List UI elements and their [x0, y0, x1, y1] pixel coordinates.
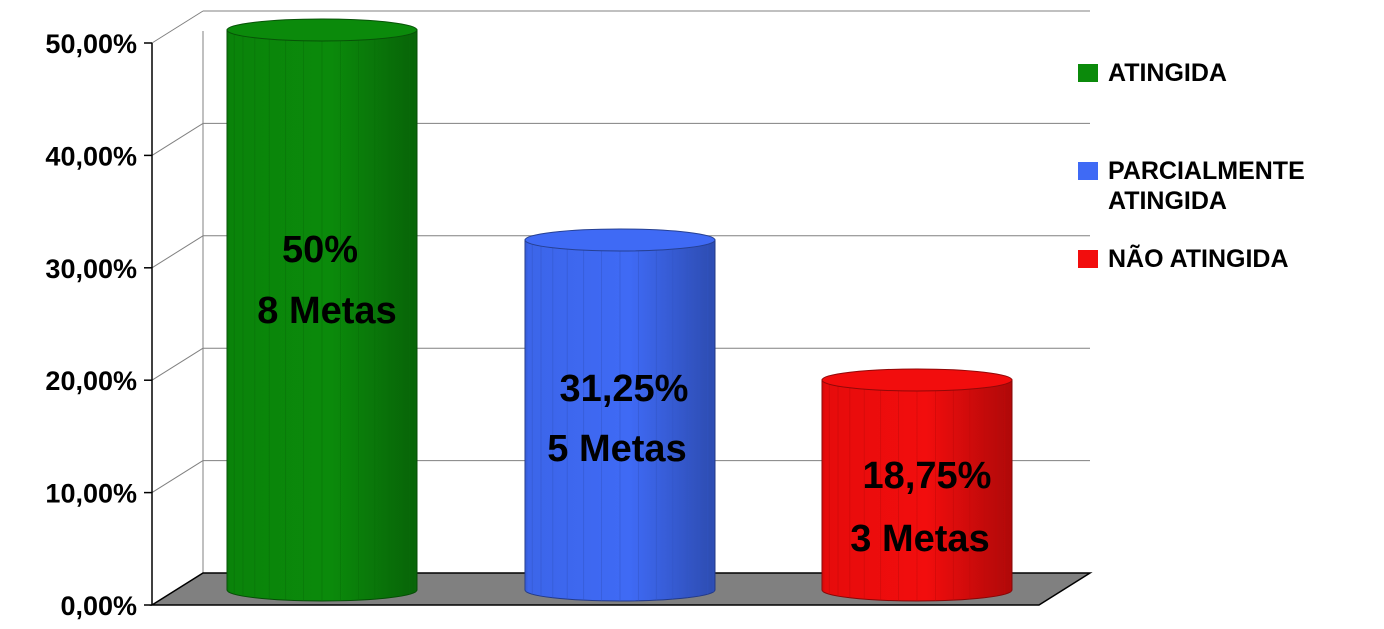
legend-label-parcialmente-line2: ATINGIDA [1108, 187, 1227, 215]
y-tick-label-40: 40,00% [45, 141, 137, 171]
data-label-count-nao-atingida: 3 Metas [850, 518, 989, 560]
legend-swatch-atingida [1078, 64, 1098, 82]
legend-swatch-nao-atingida [1078, 250, 1098, 268]
legend-entry-parcialmente-atingida: PARCIALMENTE ATINGIDA [1078, 156, 1378, 216]
data-label-percent-nao-atingida: 18,75% [863, 455, 992, 497]
legend-label-atingida: ATINGIDA [1108, 59, 1227, 87]
bar-parcialmente-atingida [524, 228, 716, 602]
legend: ATINGIDA PARCIALMENTE ATINGIDA NÃO ATING… [1078, 58, 1378, 274]
bar-atingida [226, 18, 418, 602]
data-label-percent-atingida: 50% [282, 229, 358, 271]
y-tick-label-30: 30,00% [45, 254, 137, 284]
bar-top-atingida [226, 18, 418, 42]
y-tick-label-0: 0,00% [60, 591, 137, 621]
bars-layer [226, 18, 1013, 602]
legend-entry-nao-atingida: NÃO ATINGIDA [1078, 244, 1378, 274]
bar-nao-atingida [821, 368, 1013, 602]
bar-top-parcialmente-atingida [524, 228, 716, 252]
data-label-percent-parcialmente-atingida: 31,25% [560, 368, 689, 410]
data-labels-layer: 50% 8 Metas 31,25% 5 Metas 18,75% 3 Metas [257, 229, 991, 560]
legend-swatch-parcialmente-atingida [1078, 162, 1098, 180]
legend-label-nao-atingida: NÃO ATINGIDA [1108, 245, 1289, 273]
legend-label-parcialmente-line1: PARCIALMENTE [1108, 157, 1305, 185]
y-tick-label-20: 20,00% [45, 366, 137, 396]
legend-entry-atingida: ATINGIDA [1078, 58, 1378, 88]
data-label-count-atingida: 8 Metas [257, 290, 396, 332]
bar-top-nao-atingida [821, 368, 1013, 392]
gridline-50 [151, 10, 1090, 44]
y-tick-label-50: 50,00% [45, 29, 137, 59]
data-label-count-parcialmente-atingida: 5 Metas [547, 428, 686, 470]
y-axis: 0,00% 10,00% 20,00% 30,00% 40,00% 50,00% [45, 29, 153, 621]
y-tick-label-10: 10,00% [45, 479, 137, 509]
